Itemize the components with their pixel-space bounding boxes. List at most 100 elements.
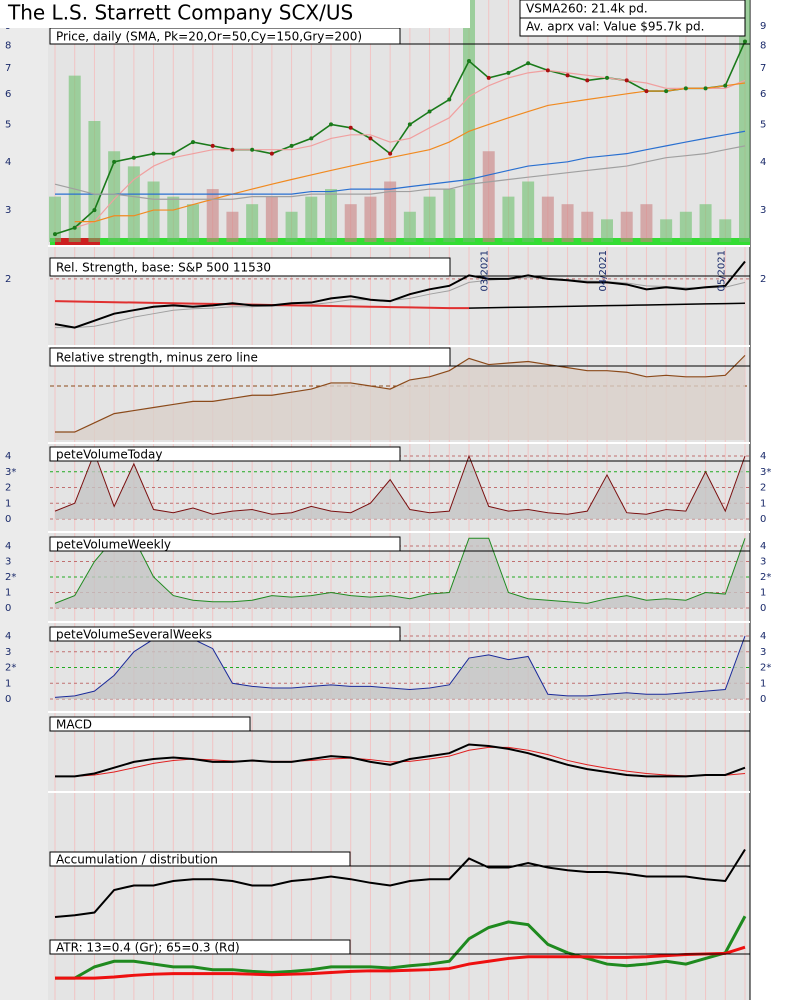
- y-tick-label-right: 3: [760, 647, 766, 658]
- panel-title-box: [49, 257, 451, 277]
- close-marker: [368, 136, 373, 141]
- vsma-info: VSMA260: 21.4k pd.: [526, 2, 648, 16]
- series-line: [55, 354, 746, 433]
- close-marker: [250, 147, 255, 152]
- y-tick-label-right: 0: [760, 694, 766, 705]
- volume-bar: [226, 211, 239, 242]
- volume-bar: [305, 196, 318, 242]
- panel-title: Price, daily (SMA, Pk=20,Or=50,Cy=150,Gr…: [56, 30, 362, 44]
- y-tick-label-right: 8: [760, 41, 766, 52]
- volume-bar: [719, 219, 732, 242]
- right-margin: [750, 0, 800, 1000]
- volume-bar: [265, 196, 278, 242]
- info-box: [519, 17, 746, 37]
- y-tick-label-left: 1: [5, 498, 11, 509]
- y-tick-label-right: 1: [760, 588, 766, 599]
- close-marker: [191, 140, 195, 145]
- volume-bar: [147, 181, 160, 242]
- y-tick-label-left: 6: [5, 89, 11, 100]
- volume-bar: [187, 204, 199, 242]
- y-tick-label-right: 4: [760, 157, 766, 168]
- volume-bar: [482, 151, 495, 242]
- y-tick-label-left: 0: [5, 514, 11, 525]
- y-tick-label-left: 0: [5, 694, 11, 705]
- volume-bar: [246, 204, 259, 242]
- close-marker: [171, 151, 176, 156]
- volume-bar: [601, 219, 613, 242]
- volume-bar: [325, 189, 337, 242]
- value-info: Av. aprx val: Value $95.7k pd.: [526, 20, 704, 34]
- y-tick-label-left: 4: [5, 541, 11, 552]
- series-line: [54, 848, 746, 918]
- close-marker: [565, 73, 570, 78]
- volume-bar: [502, 196, 515, 242]
- volume-bar: [660, 219, 673, 242]
- close-marker: [329, 122, 333, 127]
- y-tick-label-right: 3: [760, 205, 766, 216]
- volume-bar: [384, 181, 397, 242]
- close-marker: [407, 122, 412, 127]
- volume-bar: [443, 189, 456, 242]
- y-tick-label-left: 3*: [5, 467, 16, 478]
- title-box: [0, 0, 470, 28]
- y-tick-label-right: 4: [760, 541, 766, 552]
- y-tick-label-left: 3: [5, 647, 11, 658]
- y-tick-label-right: 5: [760, 119, 766, 130]
- panel-title: peteVolumeWeekly: [56, 538, 171, 552]
- close-marker: [644, 89, 649, 94]
- area-fill: [55, 452, 745, 519]
- volume-bar: [364, 196, 377, 242]
- close-marker: [526, 61, 531, 66]
- y-tick-label-left: 2*: [5, 663, 16, 674]
- y-tick-label-left: 3: [5, 557, 11, 568]
- volume-bar: [167, 196, 180, 242]
- panel-title-box: [49, 716, 251, 732]
- volume-bar: [68, 75, 81, 242]
- y-tick-label-left: 1: [5, 588, 11, 599]
- y-tick-label-right: 6: [760, 89, 766, 100]
- panel-title-box: [49, 626, 401, 642]
- x-tick-label: 04/2021: [598, 250, 609, 292]
- y-tick-label-right: 7: [760, 63, 766, 74]
- close-marker: [605, 75, 609, 80]
- close-marker: [703, 86, 708, 91]
- series-line: [55, 945, 746, 980]
- y-tick-label-left: 4: [5, 451, 11, 462]
- y-tick-label-right: 4: [760, 631, 766, 642]
- y-tick-label-right: 0: [760, 603, 766, 614]
- y-tick-label-right: 4: [760, 451, 766, 462]
- close-marker: [723, 83, 728, 88]
- volume-bar: [463, 0, 475, 242]
- panel-title-box: [49, 347, 451, 367]
- y-tick-label-left: 0: [5, 603, 11, 614]
- y-tick-label-right: 0: [760, 514, 766, 525]
- series-line: [55, 276, 746, 329]
- close-marker: [72, 225, 77, 230]
- volume-strip: [50, 238, 750, 245]
- y-tick-label-left: 4: [5, 631, 11, 642]
- series-line: [74, 69, 746, 229]
- panel-title: Accumulation / distribution: [56, 853, 218, 867]
- close-marker: [388, 151, 393, 156]
- x-tick-label: 05/2021: [716, 250, 727, 292]
- y-tick-label-left: 1: [5, 678, 11, 689]
- close-marker: [664, 89, 669, 94]
- y-tick-label-left: 2: [5, 274, 11, 285]
- overlay-layer: 3344556677889903/202104/202105/2021Price…: [5, 21, 771, 955]
- panel-title-box: [49, 939, 351, 955]
- panel-title-box: [49, 446, 401, 462]
- close-marker: [348, 125, 353, 130]
- panel-title: ATR: 13=0.4 (Gr); 65=0.3 (Rd): [56, 941, 240, 955]
- volume-bar: [49, 196, 61, 242]
- close-marker: [269, 151, 274, 156]
- series-line: [55, 743, 746, 778]
- area-fill: [55, 636, 745, 699]
- series-line: [54, 41, 746, 235]
- page-title: The L.S. Starrett Company SCX/US: [7, 1, 353, 25]
- close-marker: [112, 159, 117, 164]
- y-tick-label-right: 2: [760, 483, 766, 494]
- close-marker: [151, 151, 156, 156]
- volume-bar: [679, 211, 692, 242]
- volume-bar: [88, 121, 101, 242]
- close-marker: [309, 136, 314, 141]
